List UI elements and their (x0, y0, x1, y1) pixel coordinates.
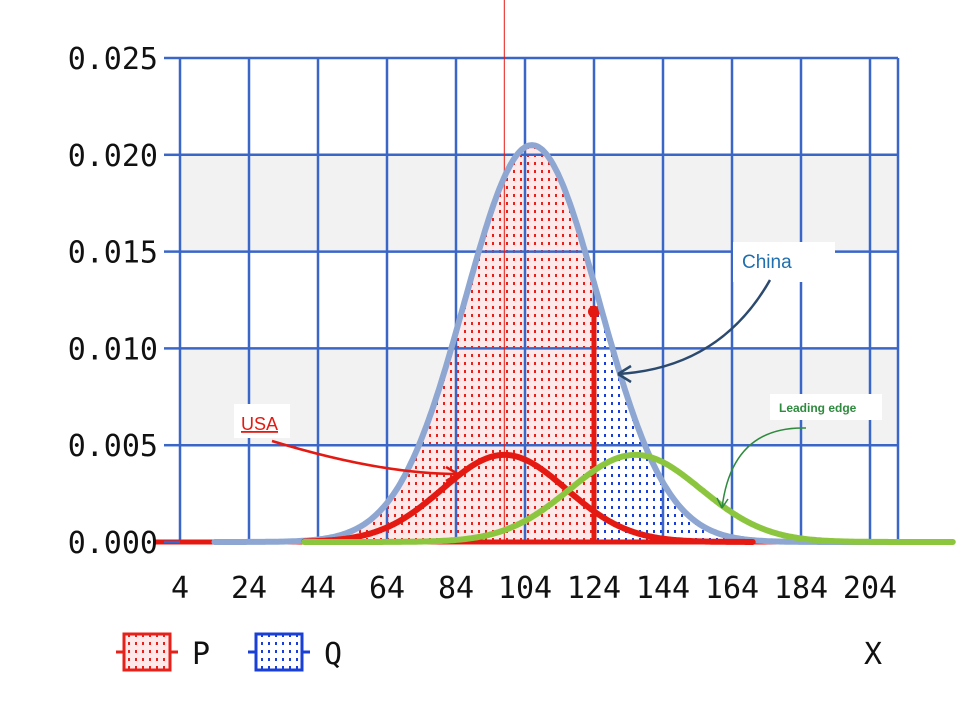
legend-p-label: P (192, 637, 210, 672)
callout-usa-arrowhead (445, 465, 459, 483)
x-tick-label: 184 (774, 571, 828, 606)
y-tick-labels: 0.000 0.005 0.010 0.015 0.020 0.025 (68, 42, 180, 561)
x-tick-label: 144 (636, 571, 690, 606)
series-line-usa (301, 451, 756, 545)
callout-leading-edge-box (770, 394, 882, 420)
series-line-leading-edge (301, 451, 956, 545)
cutoff-dot (588, 305, 600, 318)
y-tick-label: 0.025 (68, 42, 158, 77)
y-tick-label: 0.005 (68, 429, 158, 464)
x-tick-label: 84 (438, 571, 474, 606)
callout-china-arrowhead (617, 364, 632, 384)
x-tick-label: 164 (705, 571, 759, 606)
x-tick-label: 124 (567, 571, 621, 606)
callout-usa-box (234, 404, 290, 438)
callout-china-arrow (617, 279, 772, 376)
x-tick-label: 44 (300, 571, 336, 606)
legend-q-swatch (254, 632, 304, 672)
y-tick-label: 0.010 (68, 332, 158, 367)
callout-usa-text: USA (241, 414, 278, 434)
legend-p-swatch (122, 632, 172, 672)
x-tick-label: 204 (843, 571, 897, 606)
x-tick-label: 64 (369, 571, 405, 606)
y-tick-label: 0.020 (68, 139, 158, 174)
y-tick-label: 0.015 (68, 236, 158, 271)
x-tick-label: 104 (498, 571, 552, 606)
legend-entry-q: Q (248, 632, 342, 672)
legend: P Q (116, 632, 342, 672)
x-tick-label: 4 (171, 571, 189, 606)
x-tick-label: 24 (231, 571, 267, 606)
density-curves (155, 142, 956, 545)
callout-leading-edge-arrow (721, 427, 807, 509)
legend-q-label: Q (324, 637, 342, 672)
x-tick-labels: 4 24 44 64 84 104 124 144 164 184 204 (171, 571, 897, 606)
area-q (594, 282, 760, 542)
x-axis-label: X (864, 637, 882, 672)
callout-china: China (617, 242, 835, 384)
callout-leading-edge-arrowhead (716, 497, 729, 509)
legend-entry-p: P (116, 632, 210, 672)
callout-china-box (733, 242, 835, 282)
callout-usa-arrow (271, 439, 459, 476)
callout-usa: USA (234, 404, 459, 483)
y-tick-label: 0.000 (68, 526, 158, 561)
callout-leading-edge-text: Leading edge (779, 401, 857, 415)
callout-leading-edge: Leading edge (716, 394, 882, 509)
callout-china-text: China (742, 252, 792, 273)
